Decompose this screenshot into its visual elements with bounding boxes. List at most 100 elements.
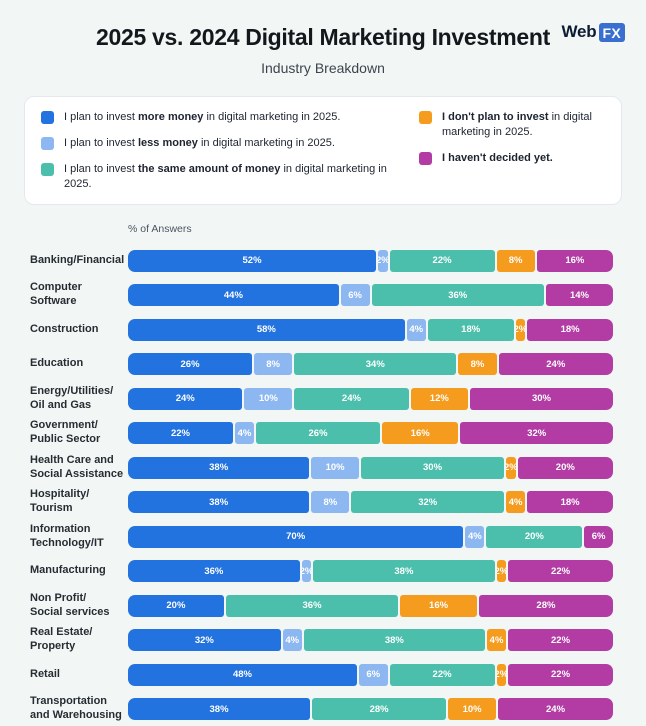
bar-segment: 22% [128,422,233,445]
legend-column-left: I plan to invest more money in digital m… [41,110,401,191]
bar-segment: 4% [486,629,507,652]
stacked-bar: 44% 6% 36% 14% [128,284,613,307]
stacked-bar: 38%10%30%2%20% [128,456,614,479]
bar-segment: 10% [448,698,497,721]
bar-segment: 34% [294,353,457,376]
bar-segment: 10% [311,456,359,479]
bar-segment: 22% [508,663,613,686]
legend-item-same: I plan to invest the same amount of mone… [41,162,401,192]
bar-segment: 6% [340,284,370,307]
bar-segment: 8% [254,353,293,376]
stacked-bar: 38% 8% 32% 4% 18% [128,491,613,514]
stacked-bar: 26% 8% 34% 8% 24% [128,353,613,376]
row-label: Hospitality/ Tourism [30,488,90,515]
row-label: Non Profit/ Social services [30,591,110,618]
bar-segment: 24% [294,387,409,410]
stacked-bar: 24% 10% 24% 12% 30% [128,387,613,410]
chart-row: Information Technology/IT 70% 4% 20% 6% [30,519,613,554]
page-title: 2025 vs. 2024 Digital Marketing Investme… [96,24,550,50]
bar-segment: 28% [478,594,613,617]
bar-segment: 22% [389,663,495,686]
legend-swatch-more [41,111,54,124]
row-label: Information Technology/IT [30,522,104,549]
row-label: Energy/Utilities/ Oil and Gas [30,384,114,411]
bar-segment: 4% [282,629,302,652]
stacked-bar: 48%6%22%2%22% [128,663,613,686]
row-label: Manufacturing [30,564,106,577]
row-label: Government/ Public Sector [30,419,101,446]
stacked-bar: 36%2%38%2%22% [128,560,614,583]
bar-segment: 48% [128,663,357,686]
legend-swatch-same [41,162,54,176]
stacked-bar: 38% 28% 10% 24% [128,698,613,721]
legend-item-label: I haven't decided yet. [442,151,553,164]
bar-segment: 26% [128,353,253,376]
row-label: Retail [30,667,60,680]
bar-segment: 28% [312,698,447,721]
chart-row: Transportation and Warehousing 38% 28% 10% 2… [30,692,613,726]
bar-segment: 2% [496,663,507,686]
stacked-bar-chart: % of Answers Banking/Financial52%2%22%8%… [30,223,614,726]
bar-segment: 36% [225,594,399,617]
bar-segment: 8% [311,491,350,514]
logo-badge: FX [598,22,625,42]
bar-segment: 38% [128,456,310,479]
bar-segment: 20% [486,525,583,548]
bar-segment: 22% [508,560,614,583]
chart-row: Hospitality/ Tourism 38% 8% 32% 4% 18% [30,485,613,520]
chart-row: Education 26% 8% 34% 8% 24% [30,347,613,382]
stacked-bar: 20% 36% 16% 28% [128,594,613,617]
chart-row: Manufacturing 36%2%38%2%22% [30,554,614,589]
bar-segment: 16% [400,594,477,617]
row-label: Health Care and Social Assistance [30,453,124,480]
legend-item-label: I plan to invest the same amount of mone… [64,162,387,190]
bar-segment: 58% [128,318,405,341]
bar-segment: 16% [536,249,613,272]
chart-row: Real Estate/ Property 32% 4% 38% 4% 22% [30,623,613,658]
bar-segment: 30% [360,456,505,479]
row-label: Education [30,357,84,370]
legend-swatch-undecided [419,151,432,165]
bar-segment: 20% [128,594,224,617]
infographic-page: { "header": { "title": "2025 vs. 2024 Di… [24,22,625,722]
bar-segment: 2% [515,318,526,341]
bar-segment: 70% [128,525,464,548]
bar-segment: 36% [371,284,544,307]
bar-segment: 32% [128,629,281,652]
bar-segment: 24% [498,698,613,721]
stacked-bar: 32% 4% 38% 4% 22% [128,629,613,652]
bar-segment: 22% [508,629,613,652]
bar-segment: 30% [469,387,613,410]
bar-segment: 6% [584,525,613,548]
bar-segment: 52% [128,249,377,272]
stacked-bar: 52%2%22%8%16% [128,249,613,272]
bar-segment: 22% [389,249,495,272]
legend-item-undecided: I haven't decided yet. [419,151,603,166]
bar-segment: 18% [527,491,613,514]
legend-item-label: I don't plan to invest in digital market… [442,111,592,138]
row-label: Real Estate/ Property [30,626,93,653]
legend-column-right: I don't plan to invest in digital market… [419,110,603,191]
chart-row: Government/ Public Sector 22% 4% 26% 16% 32% [30,416,613,451]
bar-segment: 4% [465,525,485,548]
bar-segment: 8% [496,249,535,272]
legend-item-more: I plan to invest more money in digital m… [41,110,401,125]
legend: I plan to invest more money in digital m… [24,96,622,206]
row-label: Computer Software [30,281,82,308]
bar-segment: 32% [460,422,613,445]
bar-segment: 24% [128,387,243,410]
page-subtitle: Industry Breakdown [261,60,385,76]
bar-segment: 18% [427,318,514,341]
legend-swatch-less [41,136,54,150]
legend-item-label: I plan to invest more money in digital m… [64,111,341,123]
bar-segment: 14% [545,284,613,307]
bar-segment: 2% [506,456,516,479]
webfx-logo: Web FX [562,22,625,42]
bar-segment: 8% [458,353,497,376]
chart-row: Non Profit/ Social services 20% 36% 16% 28% [30,588,613,623]
bar-segment: 12% [410,387,468,410]
bar-segment: 26% [256,422,381,445]
bar-segment: 4% [506,491,526,514]
bar-segment: 2% [378,249,388,272]
